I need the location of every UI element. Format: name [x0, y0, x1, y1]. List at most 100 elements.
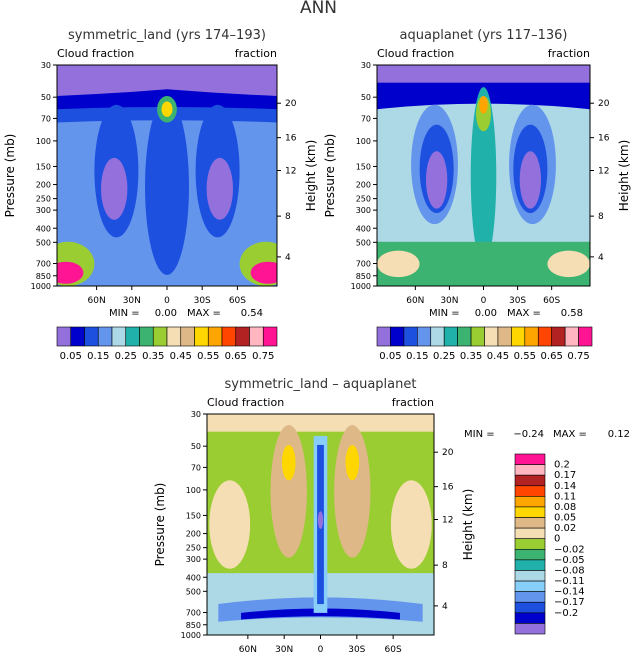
- y-tick-label: 30: [41, 61, 51, 70]
- colorbar-box: [97, 326, 113, 347]
- colorbar-box: [457, 326, 472, 347]
- y-tick-label: 250: [36, 195, 51, 204]
- field-low-min-core: [241, 608, 400, 620]
- y-tick-label: 700: [186, 609, 201, 618]
- colorbar-box: [514, 474, 546, 487]
- colorbar-label: 0.75: [252, 351, 274, 362]
- panel-subtitle-right: fraction: [235, 47, 277, 60]
- colorbar-label: 0.08: [554, 502, 576, 513]
- y-tick-label: 700: [36, 260, 51, 269]
- field-low-left: [377, 250, 420, 278]
- x-tick-label: 60S: [543, 296, 560, 306]
- colorbar-box: [235, 326, 250, 347]
- y2-tick-label: 20: [442, 448, 454, 458]
- y-tick-label: 400: [356, 224, 371, 233]
- y-tick-label: 50: [41, 93, 51, 102]
- colorbar-label: 0.55: [514, 351, 536, 362]
- colorbar-label: −0.17: [554, 597, 585, 608]
- colorbar-box: [514, 601, 546, 614]
- panel-2: [373, 64, 594, 347]
- colorbar-label: 0.55: [197, 351, 219, 362]
- colorbar-box: [166, 326, 182, 347]
- colorbar-box: [514, 548, 546, 561]
- colorbar-box: [564, 326, 579, 347]
- colorbar-label: 0.75: [567, 351, 589, 362]
- y-tick-label: 850: [186, 621, 201, 630]
- field-max-core: [161, 101, 173, 117]
- y-axis-label: Pressure (mb): [323, 134, 337, 218]
- y-tick-label: 850: [36, 272, 51, 281]
- colorbar-box: [470, 326, 485, 347]
- panel-title: aquaplanet (yrs 117–136): [400, 28, 568, 43]
- colorbar-box: [207, 326, 223, 347]
- colorbar-box: [537, 326, 552, 347]
- colorbar-label: 0.35: [142, 351, 164, 362]
- field-top-band: [207, 414, 434, 432]
- field-core-min: [317, 511, 324, 529]
- field-low-right-max: [250, 261, 277, 284]
- field-low-left-max: [57, 261, 84, 284]
- y-tick-label: 250: [356, 195, 371, 204]
- y-tick-label: 500: [36, 238, 51, 247]
- y2-tick-label: 12: [442, 516, 453, 526]
- y2-tick-label: 4: [442, 602, 448, 612]
- x-tick-label: 30N: [440, 296, 458, 306]
- min-label: MIN =: [429, 308, 460, 319]
- colorbar-box: [514, 580, 546, 592]
- x-tick-label: 60N: [406, 296, 424, 306]
- colorbar-box: [262, 326, 278, 347]
- colorbar-label: −0.05: [554, 555, 585, 566]
- field-top-band-2: [377, 65, 590, 83]
- y2-tick-label: 4: [285, 253, 291, 263]
- x-tick-label: 60S: [229, 296, 246, 306]
- colorbar-box: [514, 517, 546, 529]
- y-tick-label: 100: [186, 486, 201, 495]
- colorbar-box: [390, 326, 405, 347]
- field-min-left: [101, 157, 128, 220]
- colorbar-label: −0.08: [554, 565, 585, 576]
- y-tick-label: 700: [356, 260, 371, 269]
- field-edge-right: [390, 480, 432, 569]
- y2-tick-label: 12: [285, 167, 296, 177]
- colorbar-box: [484, 326, 499, 347]
- y-tick-label: 500: [186, 587, 201, 596]
- colorbar-label: 0.15: [406, 351, 428, 362]
- field-pos-right: [334, 425, 371, 558]
- y-tick-label: 150: [356, 162, 371, 171]
- y-tick-label: 400: [186, 573, 201, 582]
- y-tick-label: 400: [36, 224, 51, 233]
- panel-subtitle-left: Cloud fraction: [57, 47, 134, 60]
- y2-tick-label: 8: [598, 212, 604, 222]
- max-label: MAX =: [553, 429, 587, 440]
- max-label: MAX =: [187, 308, 221, 319]
- panel-3: [203, 413, 546, 639]
- colorbar-label: 0.2: [554, 460, 570, 471]
- colorbar-label: 0.65: [541, 351, 563, 362]
- y-tick-label: 200: [36, 181, 51, 190]
- y2-tick-label: 4: [598, 253, 604, 263]
- colorbar-box: [514, 612, 546, 624]
- colorbar-box: [514, 538, 546, 550]
- panel-subtitle-right: fraction: [548, 47, 590, 60]
- colorbar-label: −0.14: [554, 587, 585, 598]
- y-tick-label: 100: [356, 137, 371, 146]
- y-tick-label: 1000: [181, 631, 201, 640]
- colorbar-box: [514, 453, 546, 465]
- min-value: 0.00: [475, 308, 497, 319]
- colorbar-box: [56, 326, 72, 347]
- x-tick-label: 0: [164, 296, 170, 306]
- colorbar-box: [403, 326, 418, 347]
- colorbar-box: [180, 326, 195, 347]
- y-tick-label: 30: [361, 61, 371, 70]
- x-tick-label: 0: [318, 645, 324, 654]
- contour-fill: [207, 414, 434, 635]
- x-tick-label: 30S: [348, 645, 365, 654]
- y-tick-label: 300: [356, 206, 371, 215]
- colorbar-box: [430, 326, 445, 347]
- colorbar-label: 0.45: [487, 351, 509, 362]
- y2-tick-label: 12: [598, 167, 609, 177]
- panel-subtitle-left: Cloud fraction: [207, 396, 284, 409]
- colorbar-label: 0.14: [554, 481, 576, 492]
- colorbar-label: 0.17: [554, 470, 576, 481]
- figure-title: ANN: [299, 0, 338, 18]
